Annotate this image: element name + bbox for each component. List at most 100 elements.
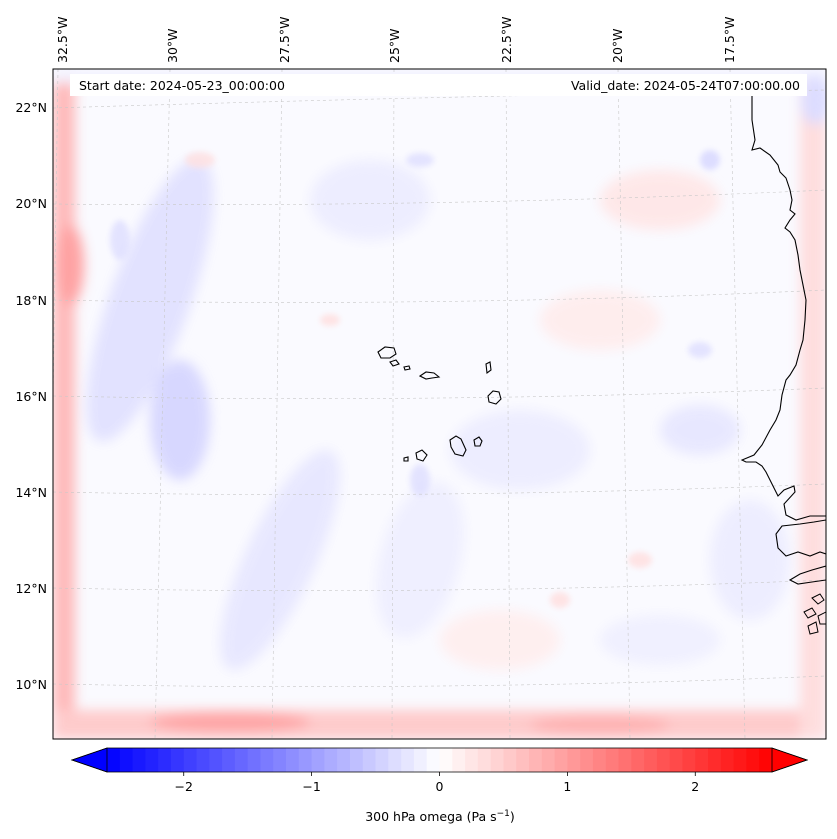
colorbar-cell (644, 748, 658, 772)
colorbar-extend-max (771, 747, 809, 773)
colorbar-cell (708, 748, 722, 772)
colorbar-cell (170, 748, 185, 772)
colorbar-cell (107, 748, 121, 772)
colorbar-cells (107, 748, 773, 772)
colorbar-cell (682, 748, 696, 772)
lon-label-27-5w: 27.5°W (277, 17, 292, 63)
island-sal (485, 361, 492, 375)
valid-date-label: Valid_date: 2024-05-24T07:00:00.00 (571, 78, 800, 93)
colorbar-cell (273, 748, 287, 772)
colorbar-cell (490, 748, 505, 772)
header-band (70, 74, 807, 96)
african-coastline (740, 80, 826, 521)
colorbar-cell (183, 748, 198, 772)
colorbar-cell (746, 748, 760, 772)
colorbar-cell (592, 748, 607, 772)
island-sao-vicente (389, 359, 400, 367)
island-fogo (415, 449, 428, 462)
lon-label-17-5w: 17.5°W (722, 17, 737, 63)
colorbar-cell (362, 748, 377, 772)
gambia-coast (775, 519, 826, 557)
island-brava (403, 456, 409, 462)
colorbar-ticks: −2 −1 0 1 2 (175, 772, 699, 794)
colorbar: −2 −1 0 1 2 300 hPa omega (Pa s−1) (70, 747, 809, 824)
island-sao-nicolau (418, 371, 441, 380)
colorbar-cell (554, 748, 568, 772)
colorbar-cell (119, 748, 134, 772)
colorbar-cell (477, 748, 492, 772)
colorbar-cell (247, 748, 262, 772)
start-date-label: Start date: 2024-05-23_00:00:00 (79, 78, 285, 93)
colorbar-extend-min (70, 747, 108, 773)
colorbar-cell (631, 748, 645, 772)
colorbar-cell (580, 748, 594, 772)
colorbar-cell (503, 748, 517, 772)
map-frame (52, 68, 827, 740)
colorbar-cell (286, 748, 300, 772)
colorbar-cell (656, 748, 671, 772)
colorbar-cell (759, 748, 773, 772)
colorbar-label: 300 hPa omega (Pa s−1) (365, 809, 515, 824)
lon-label-20w: 20°W (610, 28, 625, 63)
colorbar-cell (260, 748, 274, 772)
colorbar-tick-label: 0 (436, 779, 444, 794)
colorbar-tick-label: −2 (175, 779, 193, 794)
bijagos-islands (803, 593, 826, 635)
colorbar-cell (529, 748, 543, 772)
island-boa-vista (487, 390, 502, 405)
colorbar-cell (209, 748, 223, 772)
colorbar-cell (426, 748, 441, 772)
colorbar-tick-label: 1 (563, 779, 571, 794)
colorbar-tick-label: −1 (302, 779, 320, 794)
island-maio (473, 436, 483, 447)
lon-label-30w: 30°W (165, 28, 180, 63)
colorbar-cell (452, 748, 466, 772)
colorbar-cell (733, 748, 748, 772)
colorbar-cell (234, 748, 249, 772)
colorbar-cell (413, 748, 428, 772)
guinea-bissau-coast (788, 565, 826, 585)
colorbar-cell (311, 748, 326, 772)
latitude-labels: 22°N 20°N 18°N 16°N 14°N 12°N 10°N (15, 100, 47, 692)
colorbar-cell (324, 748, 338, 772)
colorbar-cell (605, 748, 620, 772)
island-santa-luzia (403, 365, 411, 371)
graticule (53, 69, 826, 739)
lat-label-16n: 16°N (15, 389, 47, 404)
lat-label-14n: 14°N (15, 485, 47, 500)
colorbar-cell (401, 748, 415, 772)
lon-label-25w: 25°W (387, 28, 402, 63)
island-santiago (449, 435, 467, 457)
colorbar-cell (145, 748, 159, 772)
colorbar-cell (349, 748, 364, 772)
lon-label-32-5w: 32.5°W (55, 17, 70, 63)
colorbar-cell (298, 748, 313, 772)
lat-label-18n: 18°N (15, 293, 47, 308)
lat-label-10n: 10°N (15, 677, 47, 692)
colorbar-cell (388, 748, 402, 772)
colorbar-cell (439, 748, 453, 772)
colorbar-cell (465, 748, 479, 772)
colorbar-cell (337, 748, 351, 772)
island-santo-antao (377, 346, 397, 359)
omega-field (53, 69, 826, 739)
colorbar-tick-label: 2 (691, 779, 699, 794)
colorbar-cell (567, 748, 581, 772)
colorbar-cell (720, 748, 735, 772)
omega-field-detail (110, 150, 720, 608)
colorbar-cell (695, 748, 709, 772)
colorbar-cell (375, 748, 389, 772)
colorbar-cell (132, 748, 146, 772)
colorbar-outline (70, 747, 809, 773)
colorbar-cell (196, 748, 210, 772)
lat-label-20n: 20°N (15, 196, 47, 211)
colorbar-cell (618, 748, 632, 772)
colorbar-cell (669, 748, 684, 772)
lon-label-22-5w: 22.5°W (499, 17, 514, 63)
lat-label-22n: 22°N (15, 100, 47, 115)
islands (377, 346, 502, 462)
colorbar-cell (541, 748, 556, 772)
colorbar-cell (516, 748, 530, 772)
map-area (53, 69, 826, 739)
